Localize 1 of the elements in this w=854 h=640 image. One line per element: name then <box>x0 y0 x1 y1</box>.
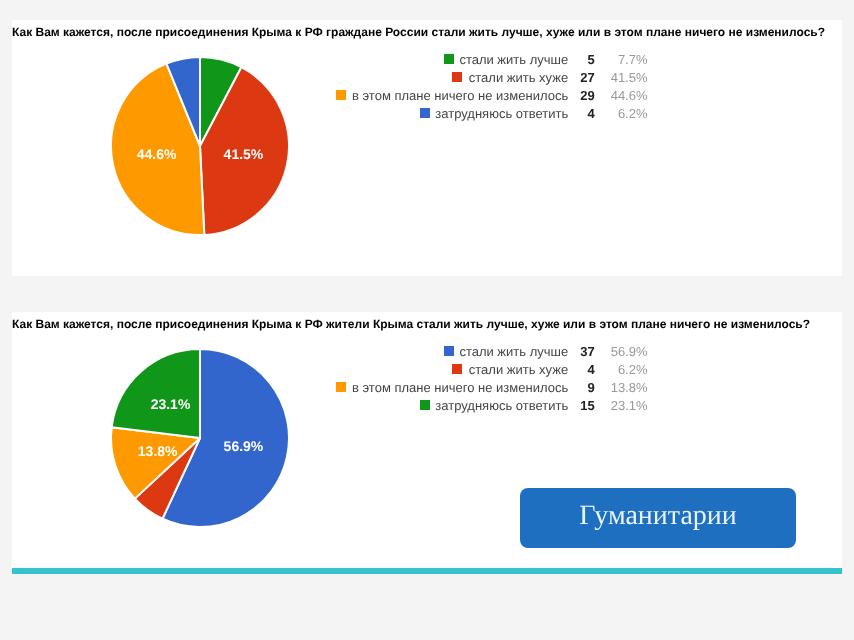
text: Гуманитарии <box>520 488 796 548</box>
